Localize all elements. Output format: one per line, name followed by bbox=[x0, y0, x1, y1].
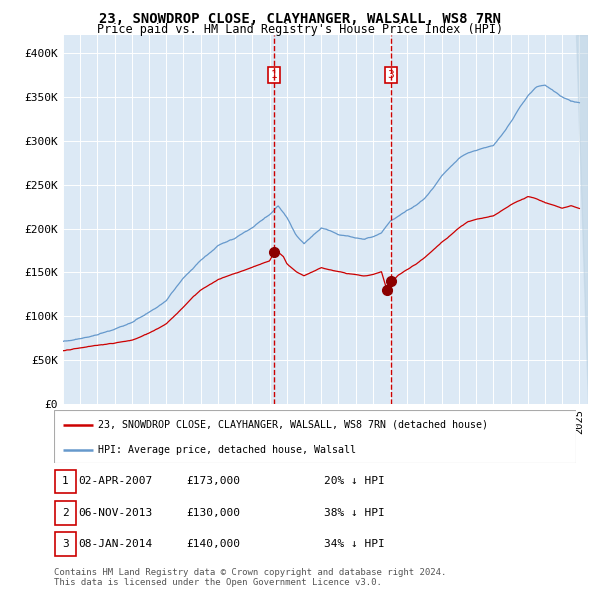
Text: 3: 3 bbox=[62, 539, 69, 549]
Text: 02-APR-2007: 02-APR-2007 bbox=[78, 477, 152, 486]
Polygon shape bbox=[576, 35, 588, 404]
Text: HPI: Average price, detached house, Walsall: HPI: Average price, detached house, Wals… bbox=[98, 445, 356, 455]
Text: £140,000: £140,000 bbox=[186, 539, 240, 549]
Text: 3: 3 bbox=[388, 70, 394, 80]
Text: 38% ↓ HPI: 38% ↓ HPI bbox=[324, 508, 385, 517]
Text: 34% ↓ HPI: 34% ↓ HPI bbox=[324, 539, 385, 549]
FancyBboxPatch shape bbox=[54, 410, 576, 463]
Text: 23, SNOWDROP CLOSE, CLAYHANGER, WALSALL, WS8 7RN (detached house): 23, SNOWDROP CLOSE, CLAYHANGER, WALSALL,… bbox=[98, 420, 488, 430]
Text: 2: 2 bbox=[62, 508, 69, 517]
Text: 20% ↓ HPI: 20% ↓ HPI bbox=[324, 477, 385, 486]
Text: 1: 1 bbox=[271, 70, 277, 80]
Text: 1: 1 bbox=[62, 477, 69, 486]
Text: Contains HM Land Registry data © Crown copyright and database right 2024.
This d: Contains HM Land Registry data © Crown c… bbox=[54, 568, 446, 587]
FancyBboxPatch shape bbox=[55, 501, 76, 525]
Text: 08-JAN-2014: 08-JAN-2014 bbox=[78, 539, 152, 549]
FancyBboxPatch shape bbox=[55, 470, 76, 493]
Text: £173,000: £173,000 bbox=[186, 477, 240, 486]
Text: 06-NOV-2013: 06-NOV-2013 bbox=[78, 508, 152, 517]
Text: 23, SNOWDROP CLOSE, CLAYHANGER, WALSALL, WS8 7RN: 23, SNOWDROP CLOSE, CLAYHANGER, WALSALL,… bbox=[99, 12, 501, 26]
FancyBboxPatch shape bbox=[55, 532, 76, 556]
Text: Price paid vs. HM Land Registry's House Price Index (HPI): Price paid vs. HM Land Registry's House … bbox=[97, 23, 503, 36]
Text: £130,000: £130,000 bbox=[186, 508, 240, 517]
